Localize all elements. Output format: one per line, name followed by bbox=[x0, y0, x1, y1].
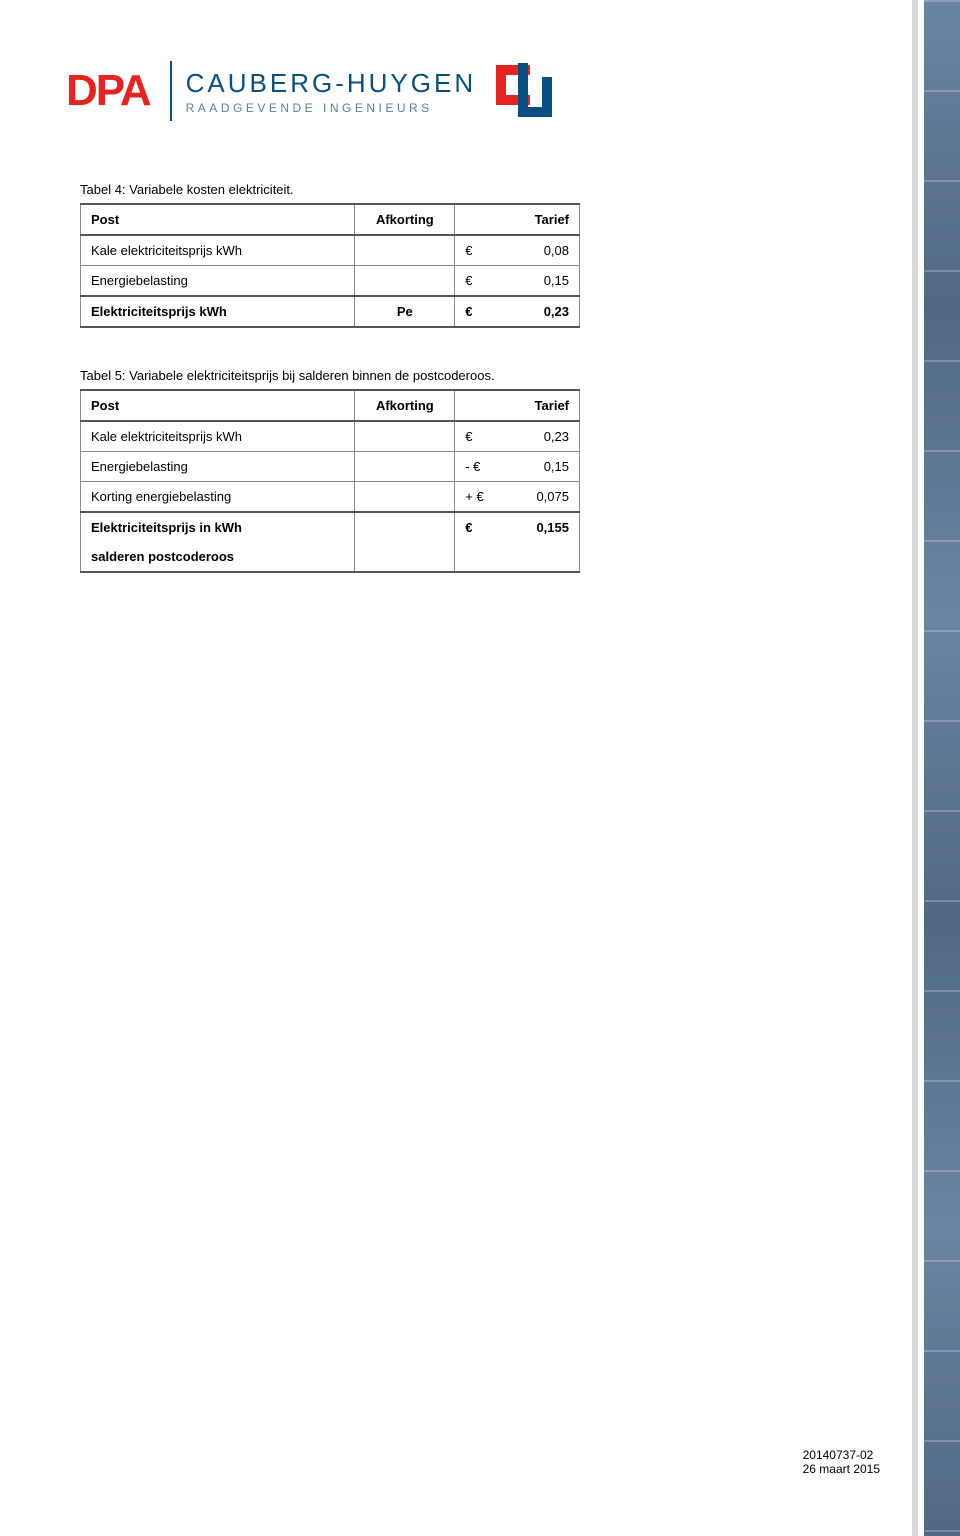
page-footer: 20140737-02 26 maart 2015 bbox=[803, 1448, 880, 1476]
dpa-wordmark: DPA bbox=[60, 60, 156, 122]
cell-post: Elektriciteitsprijs kWh bbox=[81, 296, 355, 327]
cell-afkorting bbox=[355, 452, 455, 482]
cell-tarief: €0,23 bbox=[455, 296, 580, 327]
table-row-total: Elektriciteitsprijs in kWh €0,155 bbox=[81, 512, 580, 542]
table-row-total: Elektriciteitsprijs kWh Pe €0,23 bbox=[81, 296, 580, 327]
company-logo: DPA CAUBERG-HUYGEN RAADGEVENDE INGENIEUR… bbox=[60, 60, 832, 122]
table5-caption: Tabel 5: Variabele elektriciteitsprijs b… bbox=[80, 368, 832, 383]
ch-main-text: CAUBERG-HUYGEN bbox=[186, 68, 476, 99]
page-content: DPA CAUBERG-HUYGEN RAADGEVENDE INGENIEUR… bbox=[0, 0, 912, 573]
cell-post: Energiebelasting bbox=[81, 452, 355, 482]
ch-logo-mark bbox=[496, 65, 552, 117]
cell-post: Elektriciteitsprijs in kWh bbox=[81, 512, 355, 542]
cauberg-huygen-wordmark: CAUBERG-HUYGEN RAADGEVENDE INGENIEURS bbox=[186, 68, 476, 115]
table5: Post Afkorting Tarief Kale elektriciteit… bbox=[80, 389, 580, 573]
table4-header-afkorting: Afkorting bbox=[355, 204, 455, 235]
cell-tarief: €0,08 bbox=[455, 235, 580, 266]
cell-afkorting bbox=[355, 542, 455, 572]
table-row: Kale elektriciteitsprijs kWh €0,23 bbox=[81, 421, 580, 452]
table-row: Korting energiebelasting + €0,075 bbox=[81, 482, 580, 513]
cell-afkorting bbox=[355, 482, 455, 513]
footer-date: 26 maart 2015 bbox=[803, 1462, 880, 1476]
decorative-right-strip bbox=[912, 0, 960, 1536]
cell-tarief bbox=[455, 542, 580, 572]
logo-divider bbox=[170, 61, 172, 121]
cell-post: Korting energiebelasting bbox=[81, 482, 355, 513]
table4: Post Afkorting Tarief Kale elektriciteit… bbox=[80, 203, 580, 328]
ch-sub-text: RAADGEVENDE INGENIEURS bbox=[186, 101, 476, 115]
table5-header-row: Post Afkorting Tarief bbox=[81, 390, 580, 421]
table-row-total-continuation: salderen postcoderoos bbox=[81, 542, 580, 572]
table-row: Energiebelasting €0,15 bbox=[81, 266, 580, 297]
cell-afkorting bbox=[355, 266, 455, 297]
table5-header-afkorting: Afkorting bbox=[355, 390, 455, 421]
table4-header-tarief: Tarief bbox=[455, 204, 580, 235]
table4-header-post: Post bbox=[81, 204, 355, 235]
cell-afkorting bbox=[355, 235, 455, 266]
cell-tarief: €0,15 bbox=[455, 266, 580, 297]
cell-tarief: €0,23 bbox=[455, 421, 580, 452]
cell-post: salderen postcoderoos bbox=[81, 542, 355, 572]
table-row: Energiebelasting - €0,15 bbox=[81, 452, 580, 482]
cell-post: Energiebelasting bbox=[81, 266, 355, 297]
table5-header-tarief: Tarief bbox=[455, 390, 580, 421]
cell-tarief: €0,155 bbox=[455, 512, 580, 542]
cell-post: Kale elektriciteitsprijs kWh bbox=[81, 235, 355, 266]
cell-tarief: + €0,075 bbox=[455, 482, 580, 513]
cell-post: Kale elektriciteitsprijs kWh bbox=[81, 421, 355, 452]
table-row: Kale elektriciteitsprijs kWh €0,08 bbox=[81, 235, 580, 266]
cell-afkorting bbox=[355, 421, 455, 452]
footer-reference: 20140737-02 bbox=[803, 1448, 880, 1462]
table5-header-post: Post bbox=[81, 390, 355, 421]
cell-tarief: - €0,15 bbox=[455, 452, 580, 482]
cell-afkorting bbox=[355, 512, 455, 542]
dpa-text: DPA bbox=[66, 66, 150, 115]
table4-caption: Tabel 4: Variabele kosten elektriciteit. bbox=[80, 182, 832, 197]
cell-afkorting: Pe bbox=[355, 296, 455, 327]
table4-header-row: Post Afkorting Tarief bbox=[81, 204, 580, 235]
